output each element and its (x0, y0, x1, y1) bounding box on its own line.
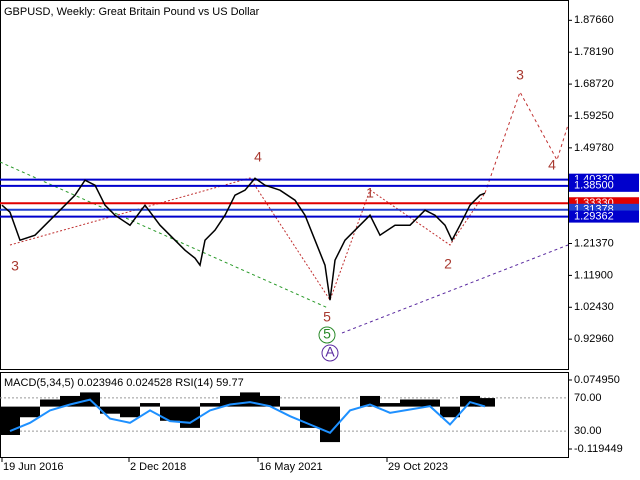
x-tick-label: 19 Jun 2016 (3, 461, 64, 473)
y-tick-label: 1.68720 (574, 78, 614, 90)
macd-bar (260, 395, 280, 407)
macd-bar (360, 395, 380, 407)
macd-bar (400, 399, 420, 407)
wave-label: 1 (366, 185, 374, 201)
y-tick-label: 0.92960 (574, 333, 614, 345)
y2-tick-label: 0.074950 (574, 374, 620, 386)
macd-bar (475, 398, 495, 407)
wave-label: 5 (323, 326, 331, 342)
y-tick-label: 1.78190 (574, 46, 614, 58)
macd-bar (120, 406, 140, 418)
y-tick-label: 1.21370 (574, 237, 614, 249)
wave-line (9, 177, 486, 302)
y-tick-label: 1.49780 (574, 142, 614, 154)
wave-label: 4 (254, 149, 262, 165)
y-tick-label: 1.87660 (574, 14, 614, 26)
macd-bar (100, 406, 120, 414)
macd-bar (0, 406, 20, 435)
macd-bar (280, 406, 300, 411)
wave-label: 5 (323, 309, 331, 325)
y-tick-label: 70.00 (574, 392, 602, 404)
trend-line (341, 244, 569, 334)
macd-bar (220, 395, 240, 407)
macd-bar (200, 403, 220, 407)
macd-bar (180, 406, 200, 428)
wave-label: 3 (516, 67, 524, 83)
y-tick-label: 1.59250 (574, 110, 614, 122)
level-label-box (569, 179, 639, 192)
macd-bar (440, 406, 460, 418)
wave-projection (484, 90, 569, 194)
macd-bar (380, 403, 400, 407)
macd-bar (60, 395, 80, 407)
y-tick-label: 1.02430 (574, 301, 614, 313)
wave-circle (318, 326, 336, 344)
wave-circle (321, 344, 339, 362)
wave-label: 4 (548, 157, 556, 173)
y-tick-label: 1.11900 (574, 269, 613, 281)
x-tick-label: 16 May 2021 (259, 461, 323, 473)
chart-title: GBPUSD, Weekly: Great Britain Pound vs U… (4, 6, 260, 18)
wave-label: 2 (444, 256, 452, 272)
macd-bar (40, 399, 60, 407)
y-tick-label: 30.00 (574, 425, 602, 437)
macd-bar (140, 403, 160, 407)
rsi-line (9, 398, 486, 434)
macd-bar (420, 399, 440, 407)
level-label: 1.38500 (574, 180, 614, 192)
x-tick-label: 29 Oct 2023 (388, 461, 448, 473)
wave-label: A (325, 344, 335, 360)
wave-label: 3 (11, 258, 19, 274)
y2-tick-label: -0.119449 (574, 443, 623, 455)
macd-bar (20, 406, 40, 418)
macd-bar (320, 406, 340, 443)
price-line (1, 177, 486, 301)
level-label: 1.29362 (574, 211, 614, 223)
level-label-box (569, 210, 639, 223)
x-tick-label: 2 Dec 2018 (130, 461, 186, 473)
indicator-title: MACD(5,34,5) 0.023946 0.024528 RSI(14) 5… (4, 377, 244, 389)
macd-bar (160, 406, 180, 421)
